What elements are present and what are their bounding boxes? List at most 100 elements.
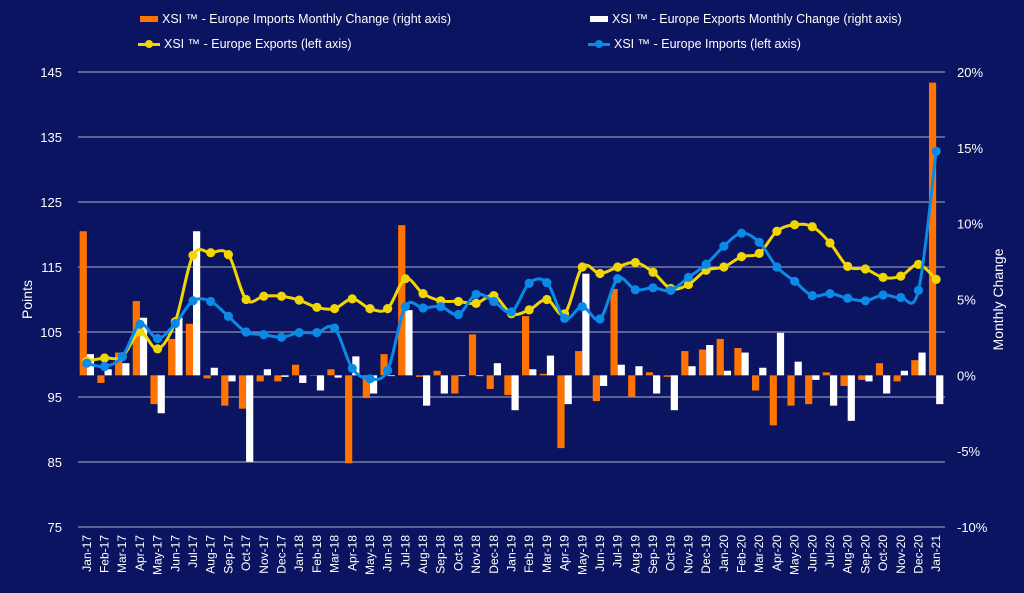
y-tick-label: 125	[40, 195, 62, 210]
imports-change-bar	[858, 375, 866, 380]
exports-change-bar	[281, 375, 289, 377]
imports-index-point	[365, 374, 375, 384]
exports-change-bar	[387, 375, 395, 377]
y2-tick-label: 20%	[957, 65, 983, 80]
imports-index-point	[329, 323, 340, 333]
exports-change-bar	[263, 369, 271, 376]
imports-change-bar	[486, 375, 494, 389]
exports-index-point	[595, 268, 605, 279]
exports-change-bar	[175, 317, 183, 376]
exports-change-bar	[883, 375, 891, 394]
y2-axis-title: Monthly Change	[990, 248, 1006, 350]
imports-change-bar	[575, 351, 583, 376]
x-tick-label: Mar-19	[540, 535, 554, 573]
exports-change-bar	[918, 352, 926, 376]
y-tick-label: 115	[41, 260, 62, 275]
imports-change-bar	[291, 364, 300, 376]
x-tick-label: Aug-19	[628, 535, 642, 574]
imports-change-bar	[504, 375, 512, 396]
exports-index-point	[259, 291, 269, 301]
exports-change-bar	[139, 317, 148, 376]
imports-index-point	[206, 296, 216, 307]
exports-change-bar	[847, 375, 855, 421]
imports-index-point	[436, 302, 446, 312]
imports-index-point	[807, 291, 817, 301]
exports-index-point	[383, 304, 393, 314]
imports-index-line	[86, 151, 938, 381]
x-tick-label: Jan-19	[505, 535, 519, 572]
imports-index-point	[719, 241, 729, 251]
x-tick-label: Jun-19	[593, 535, 607, 572]
x-tick-label: Mar-20	[752, 535, 766, 573]
x-tick-label: Nov-20	[894, 535, 908, 574]
exports-index-point	[418, 289, 428, 299]
imports-index-point	[489, 296, 499, 307]
y-tick-label: 75	[48, 520, 62, 535]
x-tick-label: Aug-17	[204, 535, 218, 574]
exports-index-point	[542, 294, 552, 305]
imports-change-bar	[663, 375, 671, 377]
x-tick-label: Feb-19	[522, 535, 536, 573]
x-tick-label: Nov-19	[681, 535, 695, 574]
imports-index-point	[630, 285, 640, 295]
x-tick-label: Sep-17	[221, 535, 235, 574]
exports-index-point	[896, 271, 906, 281]
imports-change-bar	[274, 375, 282, 382]
x-tick-label: Jul-20	[823, 535, 837, 568]
imports-index-point	[542, 278, 552, 288]
legend-swatch-white-bar	[590, 16, 608, 22]
imports-change-bar	[185, 323, 194, 376]
exports-index-point	[878, 272, 888, 282]
exports-index-point	[206, 248, 216, 258]
x-tick-label: Jun-20	[805, 535, 819, 572]
exports-index-point	[312, 302, 322, 312]
exports-change-bar	[246, 375, 254, 462]
imports-change-bar	[539, 373, 547, 376]
exports-index-point	[453, 296, 464, 307]
imports-change-bar	[645, 372, 654, 376]
imports-index-point	[772, 262, 782, 272]
exports-change-bar	[776, 332, 785, 376]
legend-label: XSI ™ - Europe Imports Monthly Change (r…	[162, 12, 452, 26]
x-tick-label: May-19	[575, 535, 589, 575]
x-tick-label: Apr-17	[133, 535, 147, 571]
imports-change-bar	[875, 363, 884, 376]
imports-index-point	[577, 302, 587, 312]
imports-change-bar	[716, 338, 724, 376]
imports-index-point	[666, 285, 676, 295]
x-tick-label: Dec-20	[911, 535, 925, 574]
exports-change-bar	[759, 367, 767, 376]
imports-index-point	[701, 259, 711, 269]
imports-index-point	[259, 330, 269, 340]
imports-index-point	[312, 328, 322, 338]
imports-change-bar	[256, 375, 264, 382]
imports-index-point	[82, 358, 92, 368]
x-tick-label: Sep-19	[646, 535, 660, 574]
exports-change-bar	[440, 375, 448, 394]
exports-change-bar	[688, 366, 696, 376]
x-tick-label: Feb-18	[310, 535, 324, 573]
imports-index-point	[241, 327, 251, 337]
imports-index-point	[471, 289, 481, 299]
exports-change-bar	[582, 273, 590, 376]
exports-change-bar	[670, 375, 678, 411]
exports-index-point	[931, 274, 941, 284]
exports-index-point	[613, 262, 623, 272]
imports-change-bar	[203, 375, 211, 379]
imports-change-bar	[309, 375, 317, 376]
y2-tick-label: 0%	[957, 368, 976, 383]
x-tick-label: Sep-18	[434, 535, 448, 574]
imports-change-bar	[805, 375, 813, 405]
imports-change-bar	[840, 375, 848, 386]
y2-tick-label: -10%	[957, 520, 988, 535]
imports-index-point	[153, 333, 163, 344]
imports-index-point	[453, 309, 464, 320]
imports-change-bar	[752, 375, 760, 391]
imports-index-point	[559, 313, 570, 323]
exports-index-point	[135, 327, 145, 337]
imports-index-point	[418, 303, 428, 313]
x-tick-label: Jan-17	[80, 535, 94, 572]
x-tick-label: Oct-18	[451, 535, 465, 571]
exports-change-bar	[653, 375, 661, 394]
imports-index-point	[736, 228, 747, 238]
